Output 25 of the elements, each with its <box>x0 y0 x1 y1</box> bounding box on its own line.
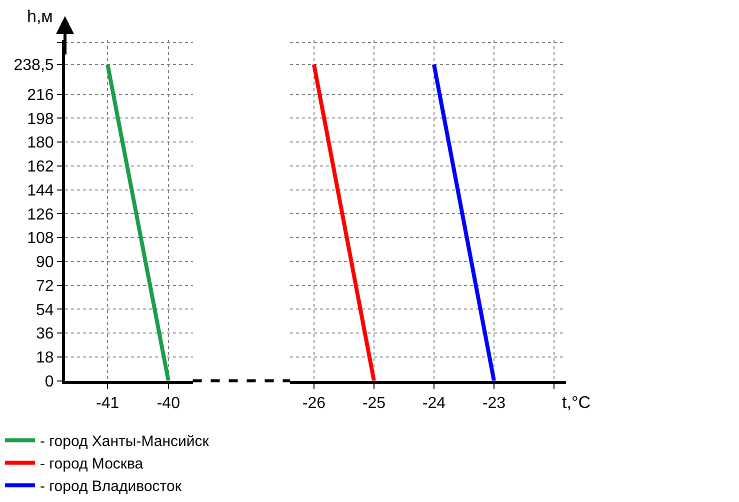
y-tick-label: 198 <box>27 110 54 128</box>
y-tick-label: 18 <box>36 350 54 367</box>
y-tick-label: 0 <box>44 373 54 390</box>
x-tick-label: -24 <box>422 395 446 412</box>
y-tick-label: 126 <box>27 206 54 224</box>
y-tick-label: 108 <box>27 230 54 248</box>
x-tick-label: -23 <box>482 395 506 412</box>
x-tick-label: -40 <box>156 395 180 412</box>
x-tick-label: -25 <box>362 395 386 412</box>
y-tick-label: 36 <box>36 326 54 343</box>
legend-label: - город Владивосток <box>40 478 182 496</box>
y-tick-label: 72 <box>36 278 54 295</box>
x-axis-title: t,°C <box>562 393 591 412</box>
x-tick-label: -41 <box>96 395 120 412</box>
y-tick-label: 162 <box>27 158 54 176</box>
x-tick-label: -26 <box>302 395 326 412</box>
legend-label: - город Ханты-Мансийск <box>40 433 210 450</box>
y-axis-title: h,м <box>27 7 53 26</box>
y-tick-label: 238,5 <box>14 57 54 74</box>
y-tick-label: 90 <box>36 254 54 272</box>
y-tick-label: 216 <box>27 86 54 104</box>
y-tick-label: 144 <box>27 182 54 200</box>
y-tick-label: 54 <box>36 302 54 319</box>
legend-label: - город Москва <box>40 456 144 473</box>
y-tick-label: 180 <box>27 134 54 152</box>
